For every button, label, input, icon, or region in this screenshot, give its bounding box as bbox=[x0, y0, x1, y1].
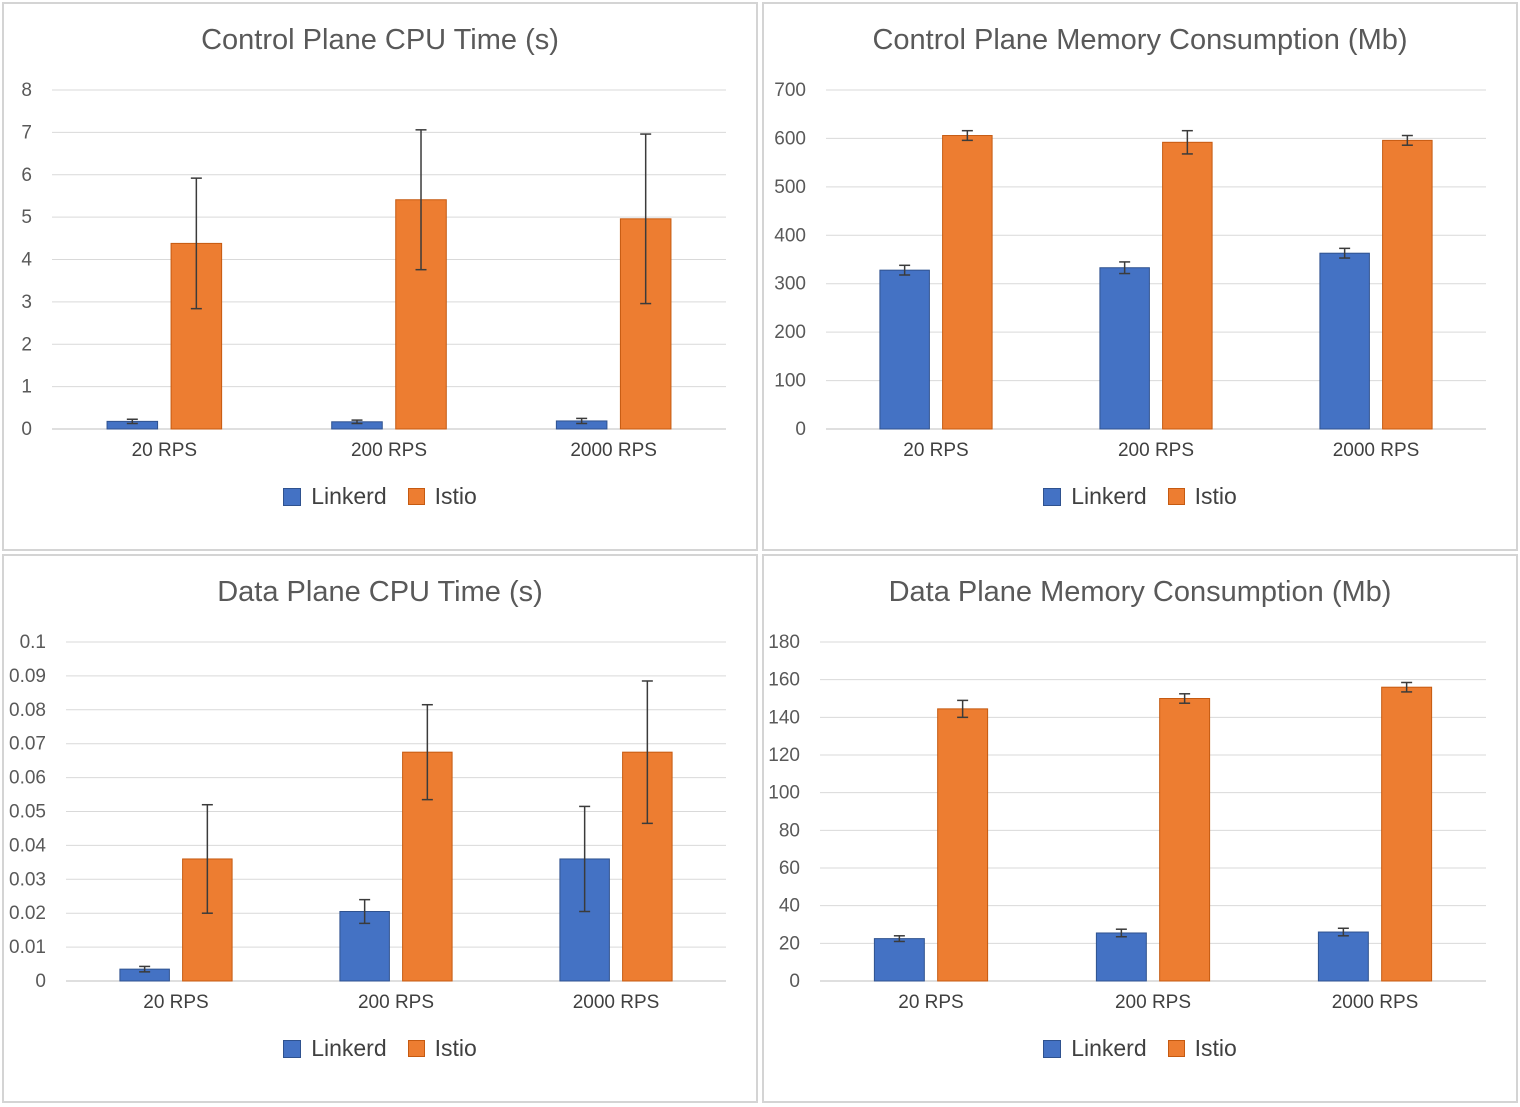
svg-text:0.07: 0.07 bbox=[9, 734, 46, 755]
svg-text:3: 3 bbox=[21, 292, 32, 313]
svg-text:4: 4 bbox=[21, 250, 32, 271]
svg-text:500: 500 bbox=[774, 177, 806, 198]
svg-text:0.02: 0.02 bbox=[9, 903, 46, 924]
svg-text:2000 RPS: 2000 RPS bbox=[573, 992, 660, 1013]
svg-text:180: 180 bbox=[768, 632, 800, 653]
svg-text:1: 1 bbox=[21, 377, 32, 398]
svg-text:0.06: 0.06 bbox=[9, 768, 46, 789]
svg-text:0.09: 0.09 bbox=[9, 666, 46, 687]
svg-text:0: 0 bbox=[789, 971, 800, 992]
svg-text:0.1: 0.1 bbox=[20, 632, 46, 653]
svg-text:100: 100 bbox=[768, 783, 800, 804]
svg-text:140: 140 bbox=[768, 707, 800, 728]
svg-text:2000 RPS: 2000 RPS bbox=[570, 440, 657, 461]
svg-text:0: 0 bbox=[795, 419, 806, 440]
svg-text:8: 8 bbox=[21, 80, 32, 101]
svg-text:20 RPS: 20 RPS bbox=[132, 440, 197, 461]
svg-text:600: 600 bbox=[774, 128, 806, 149]
svg-text:40: 40 bbox=[779, 896, 800, 917]
svg-text:160: 160 bbox=[768, 670, 800, 691]
svg-text:20 RPS: 20 RPS bbox=[143, 992, 208, 1013]
svg-text:200 RPS: 200 RPS bbox=[1115, 992, 1191, 1013]
svg-text:700: 700 bbox=[774, 80, 806, 101]
svg-text:20: 20 bbox=[779, 933, 800, 954]
svg-text:0: 0 bbox=[21, 419, 32, 440]
svg-text:0.05: 0.05 bbox=[9, 802, 46, 823]
svg-text:200 RPS: 200 RPS bbox=[358, 992, 434, 1013]
svg-text:80: 80 bbox=[779, 820, 800, 841]
svg-text:60: 60 bbox=[779, 858, 800, 879]
svg-text:20 RPS: 20 RPS bbox=[903, 440, 968, 461]
svg-text:0.04: 0.04 bbox=[9, 835, 46, 856]
svg-text:300: 300 bbox=[774, 274, 806, 295]
svg-text:2: 2 bbox=[21, 334, 32, 355]
svg-text:7: 7 bbox=[21, 122, 32, 143]
svg-text:0.08: 0.08 bbox=[9, 700, 46, 721]
svg-text:100: 100 bbox=[774, 371, 806, 392]
svg-text:120: 120 bbox=[768, 745, 800, 766]
svg-text:0.03: 0.03 bbox=[9, 869, 46, 890]
svg-text:0: 0 bbox=[35, 971, 46, 992]
svg-text:0.01: 0.01 bbox=[9, 937, 46, 958]
svg-text:2000 RPS: 2000 RPS bbox=[1332, 992, 1419, 1013]
svg-text:6: 6 bbox=[21, 165, 32, 186]
svg-text:20 RPS: 20 RPS bbox=[898, 992, 963, 1013]
svg-text:400: 400 bbox=[774, 225, 806, 246]
svg-text:2000 RPS: 2000 RPS bbox=[1333, 440, 1420, 461]
svg-text:200 RPS: 200 RPS bbox=[351, 440, 427, 461]
svg-text:5: 5 bbox=[21, 207, 32, 228]
svg-text:200 RPS: 200 RPS bbox=[1118, 440, 1194, 461]
svg-text:200: 200 bbox=[774, 322, 806, 343]
